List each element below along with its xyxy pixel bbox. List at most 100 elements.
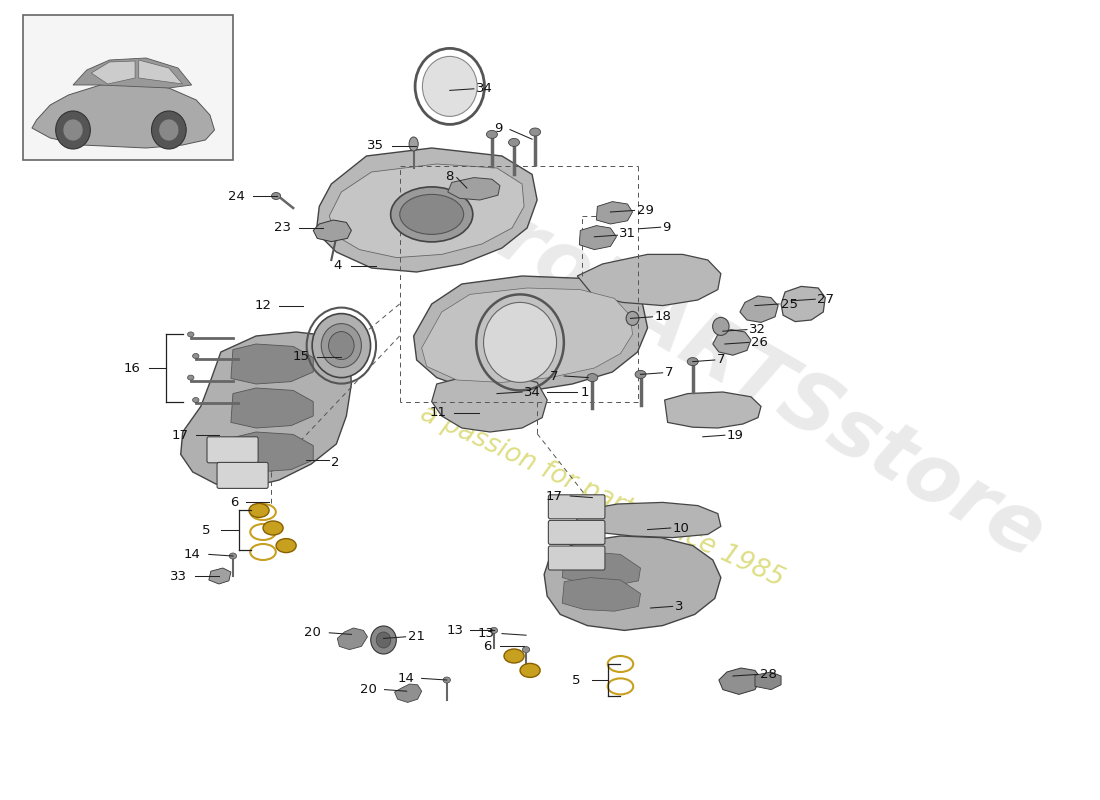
Polygon shape: [580, 226, 616, 250]
Polygon shape: [91, 61, 135, 84]
Text: 34: 34: [476, 82, 493, 95]
Polygon shape: [73, 58, 191, 88]
Text: 23: 23: [274, 222, 292, 234]
Ellipse shape: [520, 663, 540, 678]
Polygon shape: [316, 148, 537, 272]
Text: 7: 7: [550, 370, 558, 382]
Text: 6: 6: [231, 496, 239, 509]
Text: 5: 5: [572, 674, 581, 686]
Text: 4: 4: [333, 259, 341, 272]
Ellipse shape: [249, 503, 270, 518]
Ellipse shape: [688, 358, 698, 366]
Polygon shape: [32, 82, 215, 148]
Ellipse shape: [276, 538, 296, 553]
Text: 35: 35: [366, 139, 384, 152]
Text: 29: 29: [637, 204, 653, 217]
FancyBboxPatch shape: [207, 437, 258, 462]
Polygon shape: [421, 288, 632, 382]
Ellipse shape: [272, 193, 280, 199]
Text: 16: 16: [123, 362, 141, 374]
Circle shape: [422, 56, 477, 116]
Polygon shape: [740, 296, 778, 322]
Ellipse shape: [158, 119, 179, 141]
Polygon shape: [718, 668, 761, 694]
Text: 11: 11: [430, 406, 447, 419]
Circle shape: [329, 331, 354, 359]
Polygon shape: [139, 60, 183, 84]
Text: 13: 13: [447, 624, 464, 637]
Ellipse shape: [263, 521, 283, 535]
Ellipse shape: [192, 354, 199, 358]
Polygon shape: [431, 376, 547, 432]
Text: 5: 5: [202, 524, 211, 537]
Text: 14: 14: [184, 548, 201, 561]
Text: euroPARTSstore: euroPARTSstore: [388, 144, 1057, 576]
Text: 7: 7: [717, 354, 725, 366]
Circle shape: [484, 302, 557, 382]
Circle shape: [312, 314, 371, 378]
Text: 6: 6: [484, 640, 492, 653]
Polygon shape: [781, 286, 825, 322]
Ellipse shape: [491, 627, 497, 634]
Text: 12: 12: [254, 299, 271, 312]
Ellipse shape: [635, 370, 646, 378]
Polygon shape: [755, 672, 781, 690]
Circle shape: [321, 323, 362, 367]
Text: 26: 26: [751, 336, 768, 349]
Text: 2: 2: [331, 456, 340, 469]
Text: 17: 17: [546, 490, 562, 502]
Polygon shape: [395, 684, 421, 702]
Polygon shape: [231, 432, 314, 472]
Ellipse shape: [626, 311, 639, 326]
Polygon shape: [314, 220, 351, 242]
Polygon shape: [329, 164, 524, 258]
Text: 34: 34: [524, 386, 541, 398]
Text: 25: 25: [781, 298, 799, 310]
Ellipse shape: [188, 375, 194, 380]
Ellipse shape: [443, 677, 450, 683]
Ellipse shape: [529, 128, 540, 136]
Polygon shape: [338, 628, 367, 650]
Ellipse shape: [229, 553, 236, 559]
Text: 14: 14: [398, 672, 415, 685]
FancyBboxPatch shape: [548, 546, 605, 570]
Polygon shape: [596, 202, 632, 224]
Text: 7: 7: [664, 366, 673, 379]
Ellipse shape: [63, 119, 84, 141]
Text: 32: 32: [749, 323, 766, 336]
Ellipse shape: [486, 130, 497, 138]
Text: 33: 33: [169, 570, 187, 582]
Polygon shape: [448, 178, 501, 200]
Ellipse shape: [713, 318, 729, 335]
Text: 28: 28: [760, 668, 777, 681]
Text: 8: 8: [446, 170, 454, 182]
Circle shape: [371, 626, 396, 654]
Ellipse shape: [390, 187, 473, 242]
Text: 27: 27: [817, 293, 834, 306]
Polygon shape: [578, 254, 720, 306]
Polygon shape: [664, 392, 761, 428]
Ellipse shape: [522, 646, 530, 653]
Polygon shape: [231, 344, 314, 384]
Text: 20: 20: [305, 626, 321, 639]
Polygon shape: [713, 330, 751, 355]
Polygon shape: [562, 552, 640, 586]
Text: 20: 20: [360, 683, 376, 696]
Ellipse shape: [587, 374, 597, 382]
Text: 19: 19: [727, 429, 744, 442]
Polygon shape: [180, 332, 351, 488]
Polygon shape: [562, 578, 640, 611]
Polygon shape: [414, 276, 648, 392]
Text: 21: 21: [408, 630, 425, 643]
Text: 3: 3: [674, 600, 683, 613]
Text: 24: 24: [228, 190, 245, 202]
FancyBboxPatch shape: [217, 462, 268, 488]
Ellipse shape: [504, 649, 524, 663]
Text: 13: 13: [478, 627, 495, 640]
Text: 9: 9: [495, 122, 503, 134]
FancyBboxPatch shape: [548, 521, 605, 545]
Ellipse shape: [192, 398, 199, 402]
Polygon shape: [544, 536, 720, 630]
Text: 1: 1: [581, 386, 589, 398]
Ellipse shape: [399, 194, 464, 234]
